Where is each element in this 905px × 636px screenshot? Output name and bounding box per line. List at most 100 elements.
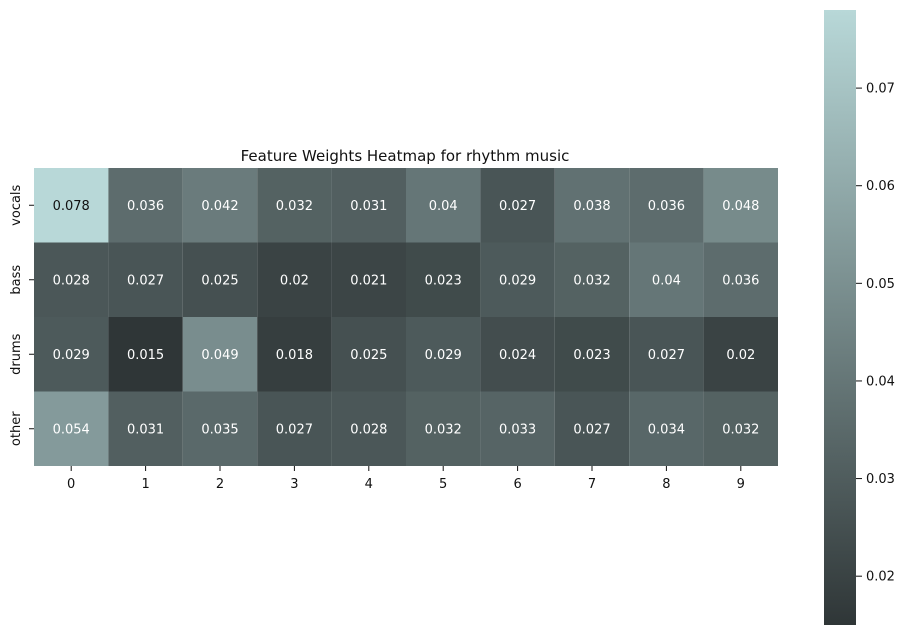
heatmap-cell [331, 391, 406, 466]
heatmap-cell-label: 0.02 [280, 273, 309, 288]
heatmap-cell [554, 242, 630, 317]
heatmap-cell [108, 317, 183, 392]
heatmap-cell [629, 391, 704, 466]
colorbar-tick-label: 0.05 [866, 277, 895, 292]
heatmap-cells [34, 168, 778, 466]
heatmap-cell [480, 317, 555, 392]
y-axis-tick-label: other [9, 411, 24, 446]
y-axis-tick-label: bass [9, 265, 24, 295]
heatmap-cell [406, 168, 481, 243]
heatmap-cell-label: 0.018 [276, 348, 313, 363]
heatmap-cell [257, 242, 332, 317]
heatmap-cell-label: 0.032 [573, 273, 610, 288]
heatmap-cell [331, 317, 406, 392]
heatmap-cell [257, 317, 332, 392]
heatmap-cell [406, 317, 481, 392]
heatmap-cell-label: 0.042 [201, 199, 238, 214]
heatmap-cell-label: 0.04 [652, 273, 681, 288]
heatmap-cell [629, 317, 704, 392]
heatmap-cell [34, 168, 109, 243]
heatmap-cell [703, 317, 778, 392]
heatmap-cell-label: 0.023 [425, 273, 462, 288]
x-axis-tick-label: 1 [141, 477, 149, 492]
heatmap-cell [182, 317, 258, 392]
heatmap-cell [182, 391, 258, 466]
heatmap-cell-label: 0.034 [648, 422, 685, 437]
heatmap-cell [108, 391, 183, 466]
heatmap-cell [480, 391, 555, 466]
heatmap-cell [629, 242, 704, 317]
heatmap-cell [257, 391, 332, 466]
y-axis: vocals bass drums other [9, 184, 34, 446]
heatmap-cell-label: 0.04 [429, 199, 458, 214]
heatmap-cell [406, 391, 481, 466]
heatmap-cell-labels: 0.078 0.036 0.042 0.032 0.031 0.04 0.027 0.038 0… [53, 199, 760, 438]
y-axis-tick-label: drums [9, 333, 24, 374]
heatmap-cell-label: 0.027 [276, 422, 313, 437]
x-axis-tick-label: 5 [439, 477, 447, 492]
heatmap-cell-label: 0.021 [350, 273, 387, 288]
heatmap-cell [629, 168, 704, 243]
heatmap-cell [703, 391, 778, 466]
heatmap-cell [34, 242, 109, 317]
heatmap-cell-label: 0.027 [648, 348, 685, 363]
heatmap-cell [480, 168, 555, 243]
heatmap-cell-label: 0.036 [127, 199, 164, 214]
heatmap-cell-label: 0.031 [127, 422, 164, 437]
heatmap-cell-label: 0.032 [276, 199, 313, 214]
heatmap-cell-label: 0.02 [726, 348, 755, 363]
heatmap-cell [182, 168, 258, 243]
heatmap-cell-label: 0.038 [573, 199, 610, 214]
heatmap-cell [331, 242, 406, 317]
heatmap-cell-label: 0.031 [350, 199, 387, 214]
heatmap-cell-label: 0.048 [722, 199, 759, 214]
heatmap-cell [182, 242, 258, 317]
chart-title: Feature Weights Heatmap for rhythm music [241, 147, 570, 165]
x-axis: 0 1 2 3 4 5 6 7 8 9 [67, 466, 745, 492]
heatmap-cell-label: 0.024 [499, 348, 536, 363]
heatmap-cell-label: 0.032 [722, 422, 759, 437]
heatmap-cell [480, 242, 555, 317]
heatmap-cell-label: 0.032 [425, 422, 462, 437]
heatmap-cell-label: 0.028 [350, 422, 387, 437]
x-axis-tick-label: 4 [365, 477, 373, 492]
colorbar-tick-label: 0.02 [866, 570, 895, 585]
y-axis-tick-label: vocals [9, 184, 24, 225]
x-axis-tick-label: 0 [67, 477, 75, 492]
colorbar-gradient [824, 10, 856, 625]
heatmap-cell [554, 168, 630, 243]
heatmap-cell [108, 242, 183, 317]
heatmap-cell-label: 0.029 [499, 273, 536, 288]
heatmap-cell-label: 0.028 [53, 273, 90, 288]
heatmap-cell-label: 0.027 [499, 199, 536, 214]
heatmap-cell-label: 0.025 [350, 348, 387, 363]
colorbar-tick-label: 0.03 [866, 472, 895, 487]
heatmap-cell [703, 168, 778, 243]
heatmap-cell-label: 0.035 [201, 422, 238, 437]
heatmap-cell-label: 0.049 [201, 348, 238, 363]
colorbar-tick-label: 0.07 [866, 82, 895, 97]
x-axis-tick-label: 9 [737, 477, 745, 492]
colorbar: 0.02 0.03 0.04 0.05 0.06 0.07 [824, 10, 895, 625]
heatmap-cell-label: 0.054 [53, 422, 90, 437]
heatmap-cell-label: 0.023 [573, 348, 610, 363]
heatmap-cell-label: 0.029 [425, 348, 462, 363]
heatmap-cell-label: 0.078 [53, 199, 90, 214]
heatmap-cell-label: 0.036 [648, 199, 685, 214]
heatmap-cell [406, 242, 481, 317]
x-axis-tick-label: 6 [513, 477, 521, 492]
heatmap-cell-label: 0.025 [201, 273, 238, 288]
heatmap-cell [34, 317, 109, 392]
heatmap-cell-label: 0.015 [127, 348, 164, 363]
colorbar-tick-label: 0.06 [866, 179, 895, 194]
heatmap-cell-label: 0.029 [53, 348, 90, 363]
x-axis-tick-label: 7 [588, 477, 596, 492]
heatmap-cell-label: 0.036 [722, 273, 759, 288]
x-axis-tick-label: 8 [662, 477, 670, 492]
heatmap-cell [34, 391, 109, 466]
heatmap-cell [257, 168, 332, 243]
heatmap-cell-label: 0.027 [127, 273, 164, 288]
heatmap-cell [331, 168, 406, 243]
